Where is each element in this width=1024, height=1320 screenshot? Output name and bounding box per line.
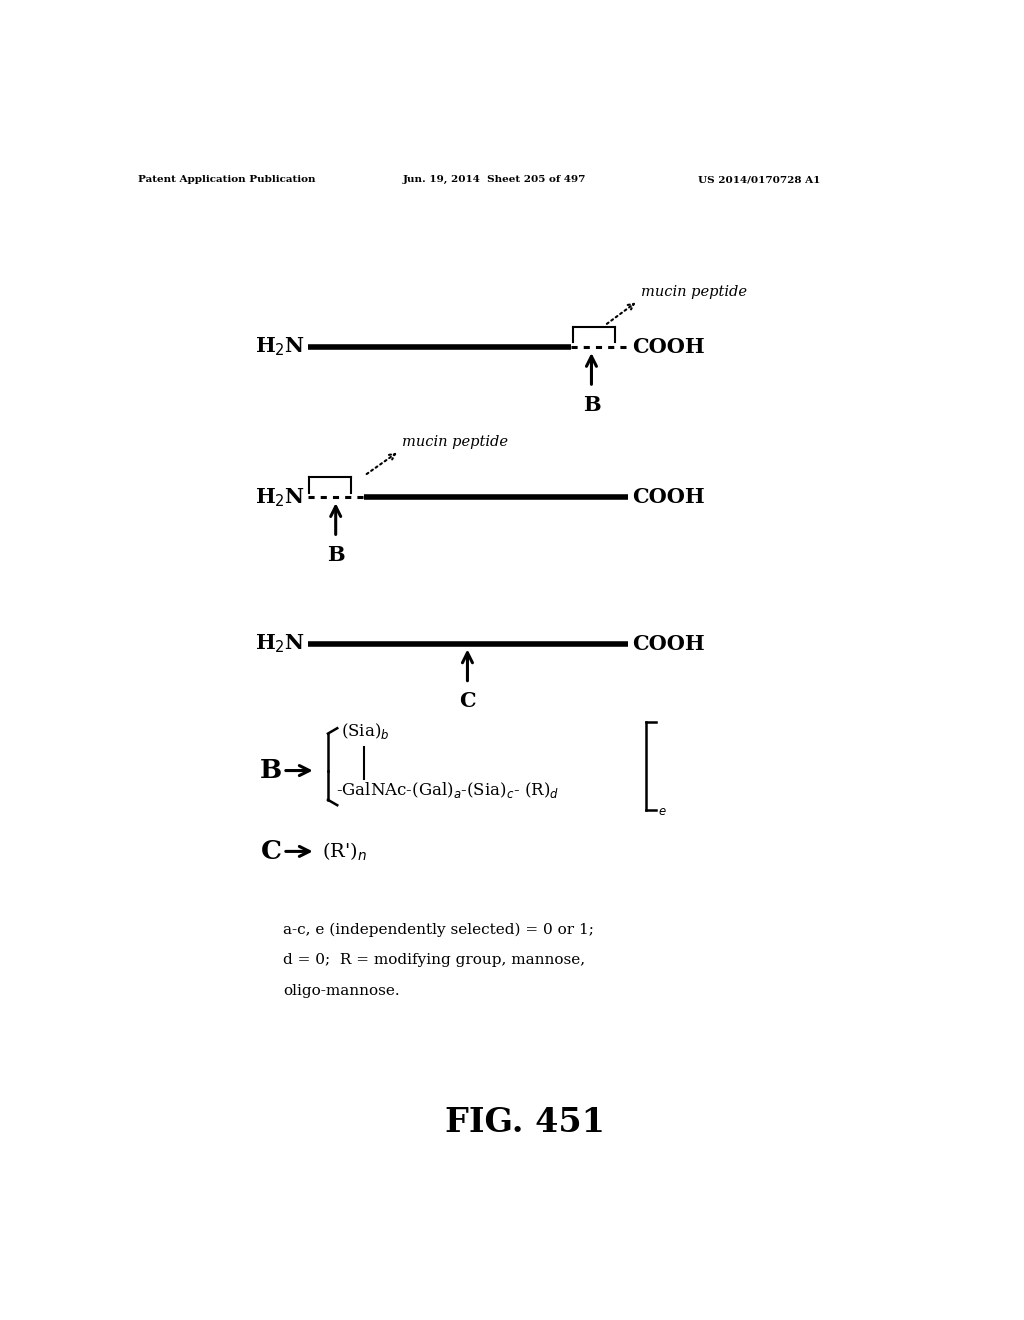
Text: (Sia)$_b$: (Sia)$_b$ <box>341 721 390 742</box>
Text: H$_2$N: H$_2$N <box>255 486 305 508</box>
Text: mucin peptide: mucin peptide <box>402 436 508 450</box>
Text: C: C <box>261 840 282 863</box>
Text: C: C <box>459 692 476 711</box>
Text: B: B <box>327 545 344 565</box>
Text: (R')$_n$: (R')$_n$ <box>322 841 367 862</box>
Text: oligo-mannose.: oligo-mannose. <box>283 983 399 998</box>
Text: COOH: COOH <box>632 337 705 356</box>
Text: mucin peptide: mucin peptide <box>641 285 748 300</box>
Text: B: B <box>583 395 600 414</box>
Text: COOH: COOH <box>632 487 705 507</box>
Text: FIG. 451: FIG. 451 <box>444 1106 605 1139</box>
Text: US 2014/0170728 A1: US 2014/0170728 A1 <box>697 176 820 185</box>
Text: d = 0;  R = modifying group, mannose,: d = 0; R = modifying group, mannose, <box>283 953 585 968</box>
Text: H$_2$N: H$_2$N <box>255 632 305 655</box>
Text: -GalNAc-(Gal)$_a$-(Sia)$_c$- (R)$_d$: -GalNAc-(Gal)$_a$-(Sia)$_c$- (R)$_d$ <box>336 780 559 800</box>
Text: a-c, e (independently selected) = 0 or 1;: a-c, e (independently selected) = 0 or 1… <box>283 923 594 937</box>
Text: B: B <box>260 758 283 783</box>
Text: COOH: COOH <box>632 634 705 653</box>
Text: H$_2$N: H$_2$N <box>255 335 305 358</box>
Text: $_e$: $_e$ <box>658 800 667 817</box>
Text: Jun. 19, 2014  Sheet 205 of 497: Jun. 19, 2014 Sheet 205 of 497 <box>403 176 587 185</box>
Text: Patent Application Publication: Patent Application Publication <box>138 176 315 185</box>
